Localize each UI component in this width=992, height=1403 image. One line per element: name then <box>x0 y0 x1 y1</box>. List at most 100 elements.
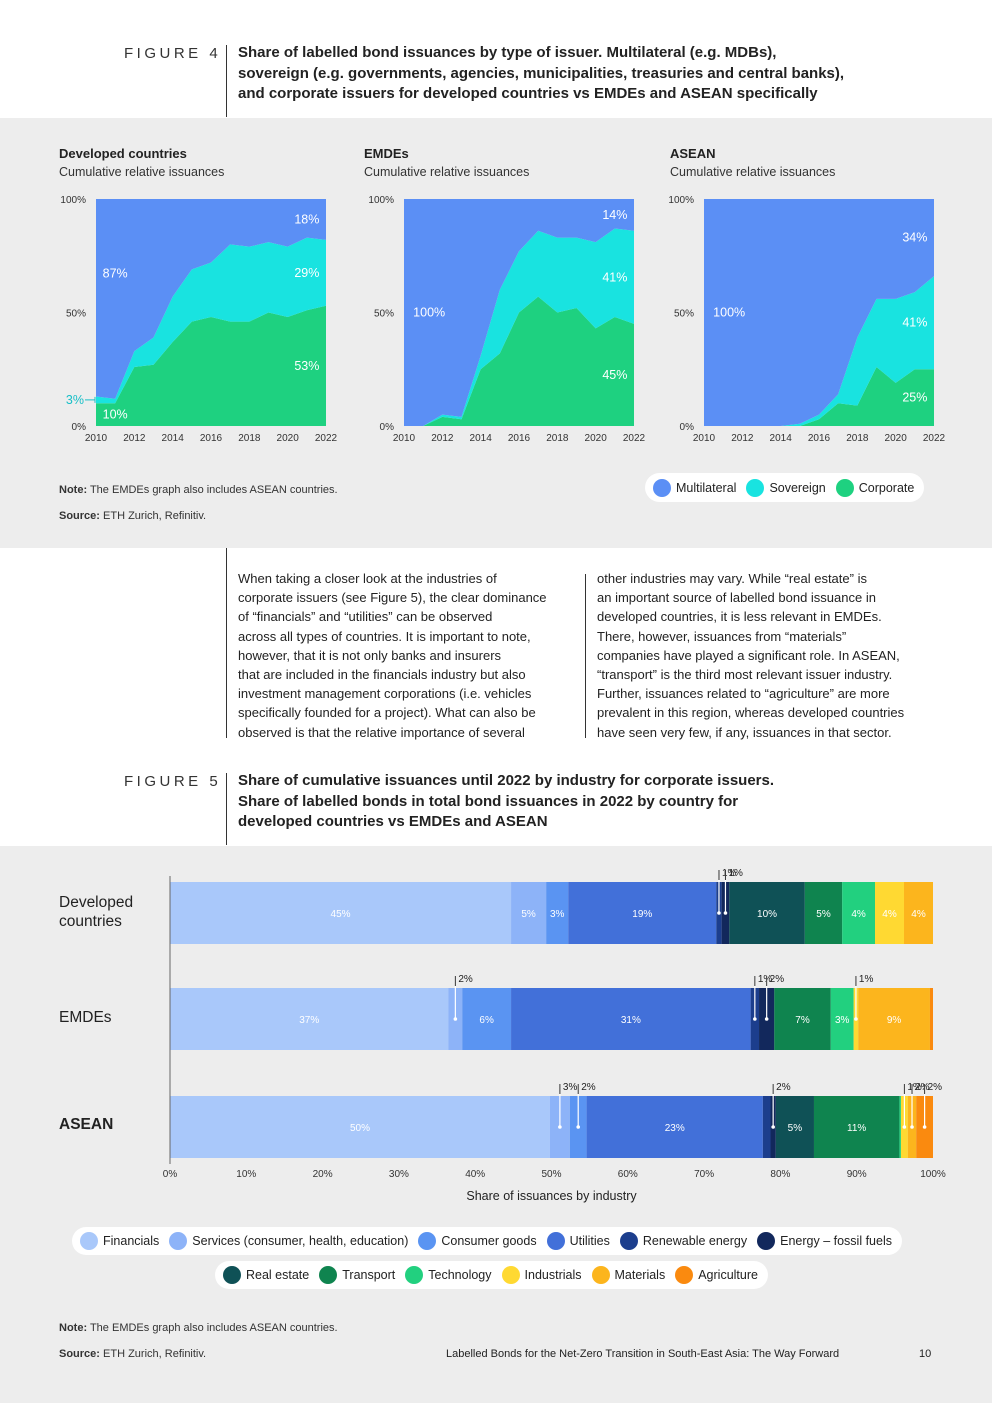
body-line: across all types of countries. It is imp… <box>238 628 531 644</box>
legend-label: Energy – fossil fuels <box>780 1234 892 1248</box>
bar-label: 4% <box>851 909 866 920</box>
bar-label: 19% <box>632 909 652 920</box>
legend-item-agriculture: Agriculture <box>675 1266 758 1284</box>
legend-label: Transport <box>342 1268 396 1282</box>
body-line: observed is that the relative importance… <box>238 724 525 740</box>
bar-label: 50% <box>350 1123 370 1134</box>
bar-segment <box>858 988 930 1050</box>
bar-label-outside: 2% <box>458 974 473 985</box>
chart-title-asean: ASEAN <box>670 146 716 161</box>
bar-label-outside: 1% <box>758 974 773 985</box>
legend-dot-icon <box>653 478 671 497</box>
legend-dot-icon <box>223 1266 241 1284</box>
data-label-sovereign-2022: 29% <box>294 266 319 280</box>
bar-label: 6% <box>479 1015 494 1026</box>
x-tick-label: 2020 <box>585 433 608 444</box>
chart-subtitle-asean: Cumulative relative issuances <box>670 165 836 179</box>
bar-label: 11% <box>847 1123 866 1134</box>
bar-label-outside: 2% <box>581 1082 596 1093</box>
body-line: Further, issuances related to “agricultu… <box>597 686 890 702</box>
bar-segment <box>586 1096 763 1158</box>
figure4-title: Share of labelled bond issuances by type… <box>238 43 958 105</box>
body-line: specifically founded for a project). Wha… <box>238 705 536 721</box>
legend-dot-icon <box>319 1266 338 1284</box>
body-column-divider <box>585 574 586 738</box>
x-axis-title: Share of issuances by industry <box>466 1189 637 1203</box>
x-tick-label: 2010 <box>693 433 716 444</box>
bar-label-outside: 2% <box>776 1082 791 1093</box>
row-label-asean: ASEAN <box>59 1116 114 1133</box>
label-leader-dot <box>922 1125 927 1129</box>
figure5-title-line: Share of labelled bonds in total bond is… <box>238 792 739 810</box>
figure4-divider <box>226 45 227 117</box>
bar-label-outside: 1% <box>859 974 874 985</box>
data-label-multilateral-2010: 100% <box>413 306 445 320</box>
x-tick-label: 2012 <box>123 433 146 444</box>
legend-item-services: Services (consumer, health, education) <box>169 1232 408 1250</box>
figure5-title-line: Share of cumulative issuances until 2022… <box>238 772 775 789</box>
figure5-legend-row1: Financials Services (consumer, health, e… <box>72 1227 902 1255</box>
legend-item-real-estate: Real estate <box>223 1266 309 1284</box>
legend-label: Financials <box>103 1234 160 1248</box>
x-tick-label: 40% <box>465 1169 485 1180</box>
row-label-emdes: EMDEs <box>59 1009 112 1026</box>
chart-title-developed: Developed countries <box>59 146 187 161</box>
footer-publication: Labelled Bonds for the Net-Zero Transiti… <box>446 1348 840 1360</box>
x-tick-label: 2012 <box>431 433 454 444</box>
data-label-corporate-2010: 10% <box>103 408 128 422</box>
x-tick-label: 2022 <box>623 433 646 444</box>
figure4-title-line: sovereign (e.g. governments, agencies, m… <box>238 64 845 82</box>
figure5-divider <box>226 773 227 845</box>
label-leader-dot <box>771 1125 775 1129</box>
area-chart-asean: 100% 50% 0%2010 2012 2014 2016 2018 2020 2022 34%… <box>668 195 945 444</box>
y-tick-label: 100% <box>368 195 394 206</box>
source-text: ETH Zurich, Refinitiv. <box>99 510 207 522</box>
legend-label: Agriculture <box>698 1268 758 1282</box>
row-label-developed: Developed countries <box>59 893 133 931</box>
legend-label: Multilateral <box>676 480 737 495</box>
legend-item-sovereign: Sovereign <box>746 478 826 497</box>
body-line: that are included in the financials indu… <box>238 667 526 683</box>
legend-dot-icon <box>80 1232 98 1250</box>
data-label-multilateral-2010: 100% <box>713 306 745 320</box>
bar-segment <box>899 1096 901 1158</box>
legend-item-financials: Financials <box>80 1232 159 1250</box>
label-leader-dot <box>854 1017 858 1021</box>
data-label-sovereign-2022: 41% <box>902 316 927 330</box>
data-label-sovereign-2010: 3% <box>66 393 84 407</box>
y-tick-label: 0% <box>680 422 695 433</box>
y-tick-label: 0% <box>380 422 395 433</box>
area-corporate <box>96 305 326 426</box>
legend-item-multilateral: Multilateral <box>653 478 737 497</box>
chart-title-emdes: EMDEs <box>364 146 409 161</box>
label-leader-dot <box>902 1125 907 1129</box>
body-line: developed countries, it is less relevant… <box>597 609 882 625</box>
x-tick-label: 70% <box>694 1169 714 1180</box>
x-tick-label: 2010 <box>85 433 108 444</box>
legend-item-renewable-energy: Renewable energy <box>619 1232 747 1250</box>
bar-segment <box>170 988 449 1050</box>
figure4-legend: Multilateral Sovereign Corporate <box>645 473 925 502</box>
area-multilateral <box>96 199 326 399</box>
figure5-note: Note: The EMDEs graph also includes ASEA… <box>59 1322 338 1334</box>
x-tick-label: 2016 <box>808 433 831 444</box>
y-tick-label: 50% <box>374 309 394 320</box>
area-sovereign <box>704 276 934 426</box>
figure4-title-line: and corporate issuers for developed coun… <box>238 85 818 102</box>
x-tick-label: 30% <box>389 1169 409 1180</box>
area-multilateral <box>404 199 634 426</box>
bar-label-outside: 2% <box>915 1082 930 1093</box>
x-tick-label: 10% <box>236 1169 256 1180</box>
area-multilateral <box>704 199 934 426</box>
bar-label: 5% <box>521 909 536 920</box>
row-label-line: Developed <box>59 894 134 911</box>
label-leader-dot <box>576 1125 581 1129</box>
bar-label: 5% <box>816 909 831 920</box>
label-leader-dot <box>717 911 721 915</box>
bar-segment <box>546 882 569 944</box>
source-label: Source: <box>59 510 100 522</box>
note-text: The EMDEs graph also includes ASEAN coun… <box>87 1322 338 1334</box>
x-tick-label: 50% <box>541 1169 561 1180</box>
bar-label: 7% <box>795 1015 810 1026</box>
legend-dot-icon <box>405 1266 424 1284</box>
